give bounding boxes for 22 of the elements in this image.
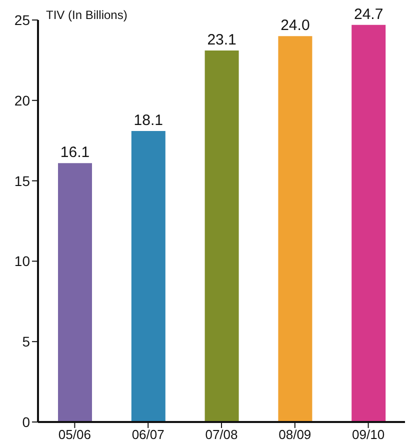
data-label: 24.7 (354, 6, 384, 23)
y-tick-label: 5 (22, 334, 30, 350)
bar (204, 50, 239, 422)
y-tick-label: 25 (14, 12, 30, 28)
y-axis-title: TIV (In Billions) (46, 8, 128, 22)
y-tick-label: 0 (22, 414, 30, 430)
x-tick-label: 07/08 (205, 427, 238, 442)
x-tick-label: 06/07 (132, 427, 164, 442)
bar (131, 130, 166, 422)
y-tick-label: 20 (14, 92, 30, 108)
bar (352, 24, 386, 422)
x-tick-label: 09/10 (352, 427, 385, 442)
bar (278, 36, 312, 422)
data-label: 16.1 (60, 144, 90, 162)
x-tick-label: 05/06 (58, 427, 91, 442)
bar (58, 163, 92, 422)
data-label: 24.0 (280, 17, 310, 34)
data-label: 23.1 (207, 32, 236, 49)
y-tick-label: 15 (14, 172, 30, 189)
x-tick-label: 08/09 (278, 427, 312, 442)
y-tick-label: 10 (14, 253, 30, 270)
data-label: 18.1 (134, 112, 163, 129)
